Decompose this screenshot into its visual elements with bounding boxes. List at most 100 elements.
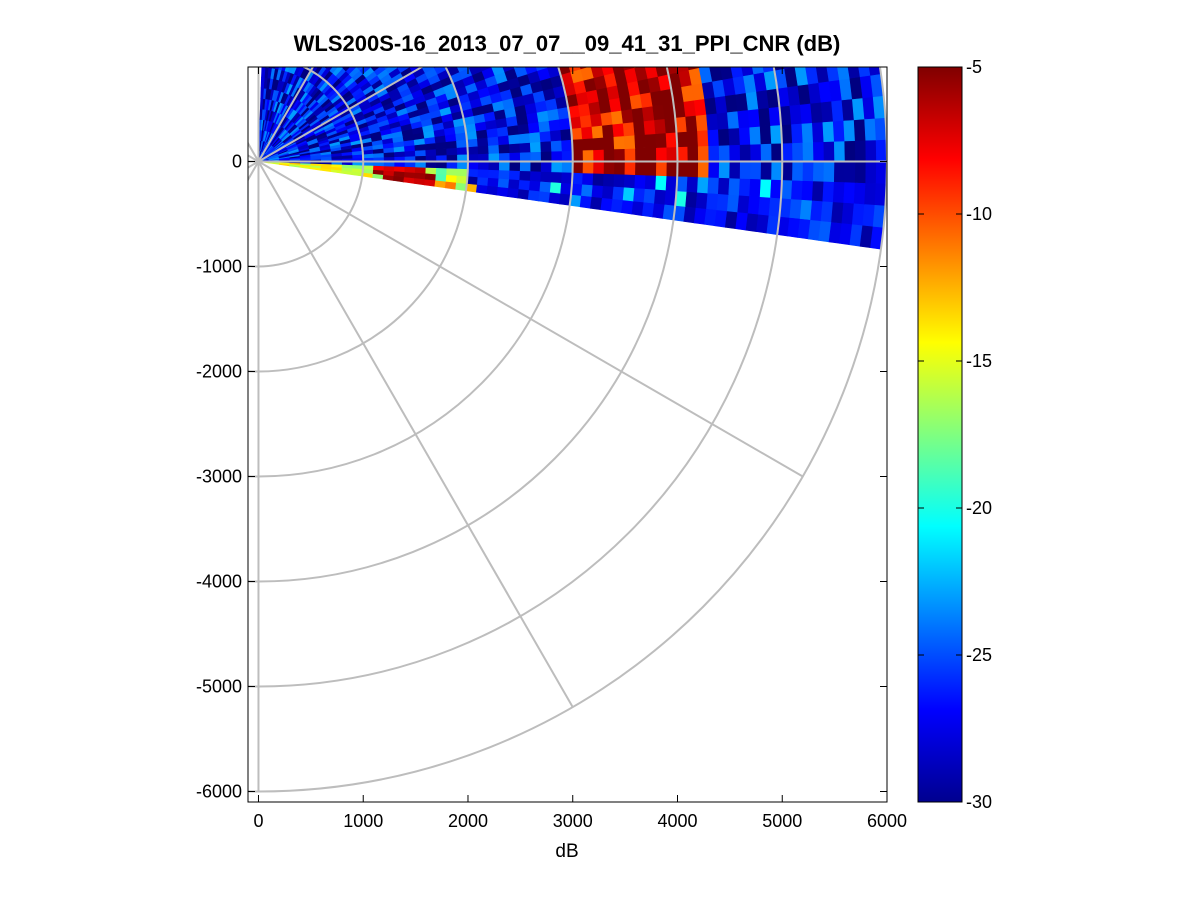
- cnr-cell: [498, 178, 509, 188]
- cnr-cell: [451, 0, 465, 6]
- cnr-cell: [280, 27, 287, 38]
- cnr-cell: [858, 9, 873, 33]
- cnr-cell: [298, 54, 306, 65]
- cnr-cell: [273, 47, 278, 58]
- cnr-cell: [642, 106, 654, 121]
- cnr-cell: [317, 6, 326, 18]
- cnr-cell: [277, 48, 283, 59]
- cnr-cell: [697, 177, 708, 193]
- cnr-cell: [604, 149, 615, 162]
- cnr-cell: [656, 133, 667, 148]
- cnr-cell: [269, 47, 274, 58]
- cnr-cell: [854, 119, 866, 141]
- cnr-cell: [431, 57, 444, 68]
- colorbar-tick-label: -10: [966, 204, 992, 224]
- cnr-cell: [667, 162, 678, 177]
- cnr-cell: [767, 0, 783, 14]
- cnr-cell: [478, 169, 489, 177]
- cnr-cell: [748, 196, 760, 214]
- cnr-cell: [806, 0, 822, 2]
- cnr-cell: [402, 16, 415, 28]
- cnr-cell: [635, 148, 646, 162]
- cnr-cell: [578, 103, 590, 116]
- cnr-cell: [642, 202, 654, 217]
- cnr-cell: [443, 0, 457, 13]
- cnr-cell: [332, 13, 342, 25]
- cnr-cell: [373, 17, 385, 29]
- cnr-cell: [845, 162, 856, 183]
- cnr-cell: [263, 36, 268, 47]
- cnr-cell: [697, 130, 708, 146]
- cnr-cell: [760, 126, 771, 144]
- cnr-cell: [531, 162, 542, 172]
- cnr-cell: [388, 0, 400, 1]
- cnr-cell: [264, 0, 270, 4]
- cnr-cell: [399, 0, 412, 10]
- cnr-cell: [286, 0, 294, 7]
- cnr-cell: [513, 9, 527, 23]
- cnr-cell: [721, 0, 737, 9]
- y-tick-label: -5000: [196, 677, 242, 697]
- cnr-cell: [687, 131, 698, 147]
- azimuth-spoke: [0, 162, 258, 477]
- cnr-cell: [717, 112, 729, 129]
- cnr-cell: [385, 13, 397, 25]
- cnr-cell: [265, 57, 269, 68]
- cnr-cell: [593, 173, 604, 186]
- cnr-cell: [876, 140, 887, 162]
- cnr-cell: [707, 193, 719, 210]
- cnr-cell: [321, 0, 331, 8]
- y-tick-label: -1000: [196, 257, 242, 277]
- cnr-cell: [573, 162, 584, 173]
- cnr-cell: [698, 162, 709, 178]
- cnr-cell: [540, 131, 551, 142]
- cnr-cell: [813, 142, 824, 162]
- cnr-cell: [380, 9, 392, 21]
- cnr-cell: [777, 0, 793, 11]
- cnr-cell: [280, 49, 286, 60]
- cnr-cell: [611, 110, 623, 124]
- cnr-cell: [272, 26, 278, 37]
- cnr-cell: [821, 201, 833, 222]
- cnr-cell: [363, 9, 375, 21]
- cnr-cell: [488, 55, 501, 67]
- cnr-cell: [549, 192, 561, 204]
- cnr-cell: [436, 174, 447, 181]
- cnr-cell: [739, 178, 750, 196]
- cnr-cell: [267, 36, 272, 47]
- cnr-cell: [368, 13, 380, 25]
- cnr-cell: [727, 111, 739, 129]
- cnr-cell: [666, 132, 677, 147]
- y-tick-label: -6000: [196, 782, 242, 802]
- colorbar-tick-label: -30: [966, 792, 992, 812]
- cnr-cell: [457, 0, 471, 13]
- y-tick-label: 0: [232, 152, 242, 172]
- cnr-cell: [604, 162, 615, 175]
- cnr-cell: [644, 120, 656, 135]
- cnr-cell: [531, 152, 542, 162]
- cnr-cell: [676, 0, 692, 7]
- cnr-cell: [634, 121, 646, 135]
- y-tick-label: -2000: [196, 362, 242, 382]
- cnr-cell: [353, 1, 364, 13]
- cnr-cell: [866, 162, 877, 184]
- cnr-cell: [520, 162, 531, 172]
- cnr-cell: [550, 182, 561, 193]
- cnr-cell: [613, 186, 625, 200]
- cnr-cell: [286, 39, 293, 50]
- cnr-cell: [465, 0, 479, 7]
- colorbar-tick-label: -15: [966, 351, 992, 371]
- cnr-cell: [262, 46, 266, 57]
- cnr-cell: [540, 0, 555, 9]
- cnr-cell: [302, 0, 311, 12]
- cnr-cell: [790, 199, 802, 219]
- cnr-cell: [757, 0, 772, 17]
- cnr-cell: [331, 0, 341, 1]
- cnr-cell: [613, 0, 628, 16]
- cnr-cell: [802, 2, 817, 24]
- cnr-cell: [824, 141, 835, 161]
- cnr-cell: [731, 0, 747, 6]
- cnr-cell: [811, 102, 823, 123]
- cnr-cell: [381, 0, 393, 9]
- cnr-cell: [692, 0, 707, 19]
